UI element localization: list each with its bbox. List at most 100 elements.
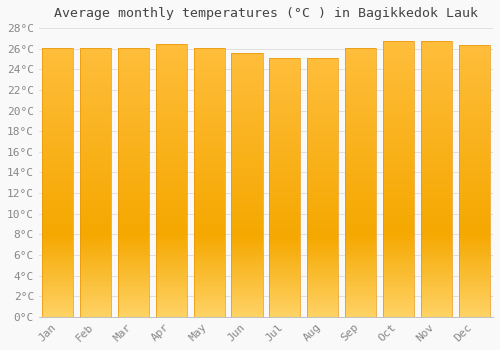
Bar xyxy=(421,265,452,267)
Bar xyxy=(307,71,338,74)
Bar xyxy=(270,144,300,146)
Bar xyxy=(458,224,490,227)
Bar xyxy=(458,178,490,181)
Bar xyxy=(194,201,224,204)
Bar xyxy=(118,185,149,188)
Bar xyxy=(458,93,490,96)
Bar xyxy=(42,85,74,88)
Bar xyxy=(232,180,262,182)
Bar xyxy=(307,281,338,283)
Bar xyxy=(156,55,187,57)
Bar xyxy=(194,309,224,312)
Bar xyxy=(307,221,338,224)
Bar xyxy=(458,287,490,289)
Bar xyxy=(42,134,74,136)
Bar xyxy=(421,113,452,116)
Bar xyxy=(307,190,338,192)
Bar xyxy=(345,166,376,169)
Bar xyxy=(421,105,452,107)
Bar xyxy=(307,286,338,288)
Bar xyxy=(421,303,452,306)
Bar xyxy=(421,262,452,265)
Bar xyxy=(345,266,376,268)
Bar xyxy=(421,102,452,105)
Bar xyxy=(458,50,490,53)
Bar xyxy=(42,312,74,314)
Bar xyxy=(194,236,224,239)
Bar xyxy=(194,274,224,276)
Bar xyxy=(42,110,74,112)
Bar xyxy=(42,231,74,233)
Bar xyxy=(80,271,111,274)
Bar xyxy=(458,142,490,145)
Bar xyxy=(270,270,300,273)
Bar xyxy=(118,64,149,66)
Bar xyxy=(42,153,74,155)
Bar xyxy=(270,115,300,118)
Bar xyxy=(232,309,262,312)
Bar xyxy=(42,69,74,72)
Bar xyxy=(156,287,187,289)
Bar xyxy=(383,97,414,99)
Bar xyxy=(270,174,300,177)
Bar xyxy=(345,110,376,112)
Bar xyxy=(42,88,74,91)
Bar xyxy=(270,105,300,107)
Bar xyxy=(421,220,452,223)
Bar xyxy=(345,279,376,282)
Bar xyxy=(458,110,490,113)
Bar xyxy=(80,75,111,77)
Bar xyxy=(270,76,300,79)
Bar xyxy=(345,126,376,128)
Bar xyxy=(232,267,262,269)
Bar xyxy=(307,205,338,208)
Bar xyxy=(383,160,414,163)
Bar xyxy=(194,69,224,72)
Bar xyxy=(421,306,452,309)
Bar xyxy=(80,91,111,93)
Bar xyxy=(421,52,452,55)
Bar xyxy=(270,221,300,224)
Bar xyxy=(345,276,376,279)
Bar xyxy=(156,265,187,268)
Bar xyxy=(232,296,262,298)
Bar xyxy=(307,288,338,291)
Bar xyxy=(307,208,338,211)
Bar xyxy=(194,206,224,209)
Bar xyxy=(307,148,338,151)
Bar xyxy=(232,312,262,314)
Bar xyxy=(194,231,224,233)
Bar xyxy=(194,115,224,118)
Bar xyxy=(194,177,224,180)
Bar xyxy=(345,118,376,120)
Bar xyxy=(156,300,187,303)
Bar xyxy=(307,172,338,174)
Bar xyxy=(42,244,74,247)
Bar xyxy=(383,130,414,132)
Bar xyxy=(458,47,490,50)
Bar xyxy=(42,215,74,217)
Bar xyxy=(345,139,376,142)
Bar xyxy=(383,262,414,265)
Bar xyxy=(232,84,262,87)
Bar xyxy=(156,216,187,218)
Bar xyxy=(421,287,452,289)
Bar xyxy=(345,115,376,118)
Bar xyxy=(42,158,74,161)
Bar xyxy=(80,282,111,285)
Bar xyxy=(345,72,376,75)
Bar xyxy=(270,156,300,159)
Bar xyxy=(270,309,300,312)
Bar xyxy=(194,61,224,64)
Bar xyxy=(80,180,111,182)
Bar xyxy=(345,66,376,69)
Bar xyxy=(270,231,300,234)
Bar xyxy=(118,72,149,75)
Bar xyxy=(42,80,74,83)
Bar xyxy=(42,201,74,204)
Bar xyxy=(194,258,224,260)
Bar xyxy=(118,258,149,260)
Bar xyxy=(156,183,187,186)
Bar xyxy=(307,304,338,307)
Bar xyxy=(458,284,490,287)
